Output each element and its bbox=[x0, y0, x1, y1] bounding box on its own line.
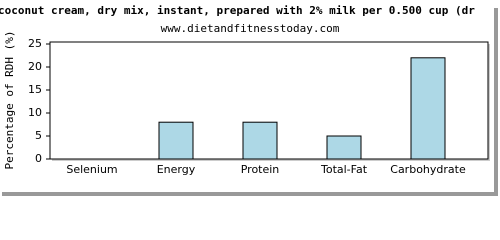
bar bbox=[326, 135, 362, 160]
x-tick-label: Protein bbox=[241, 163, 280, 176]
page: {"chart_data": {"type": "bar", "title": … bbox=[0, 4, 498, 196]
frame-shadow bbox=[494, 8, 498, 196]
y-tick-label: 25 bbox=[28, 37, 42, 50]
y-tick-label: 15 bbox=[28, 83, 42, 96]
x-tick-label: Carbohydrate bbox=[390, 163, 466, 176]
chart-title: coconut cream, dry mix, instant, prepare… bbox=[0, 4, 475, 17]
bar bbox=[242, 121, 278, 160]
x-tick-label: Selenium bbox=[66, 163, 117, 176]
y-tick-label: 20 bbox=[28, 60, 42, 73]
chart-subtitle: www.dietandfitnesstoday.com bbox=[161, 22, 340, 35]
x-tick-label: Total-Fat bbox=[320, 163, 368, 176]
y-tick-label: 0 bbox=[35, 152, 42, 165]
y-axis-label: Percentage of RDH (%) bbox=[3, 30, 16, 169]
y-tick-label: 5 bbox=[35, 129, 42, 142]
frame-shadow bbox=[2, 192, 498, 196]
x-tick-label: Energy bbox=[157, 163, 196, 176]
bar bbox=[410, 57, 446, 160]
y-tick-label: 10 bbox=[28, 106, 42, 119]
chart: coconut cream, dry mix, instant, prepare… bbox=[0, 4, 498, 196]
bar bbox=[158, 121, 194, 160]
